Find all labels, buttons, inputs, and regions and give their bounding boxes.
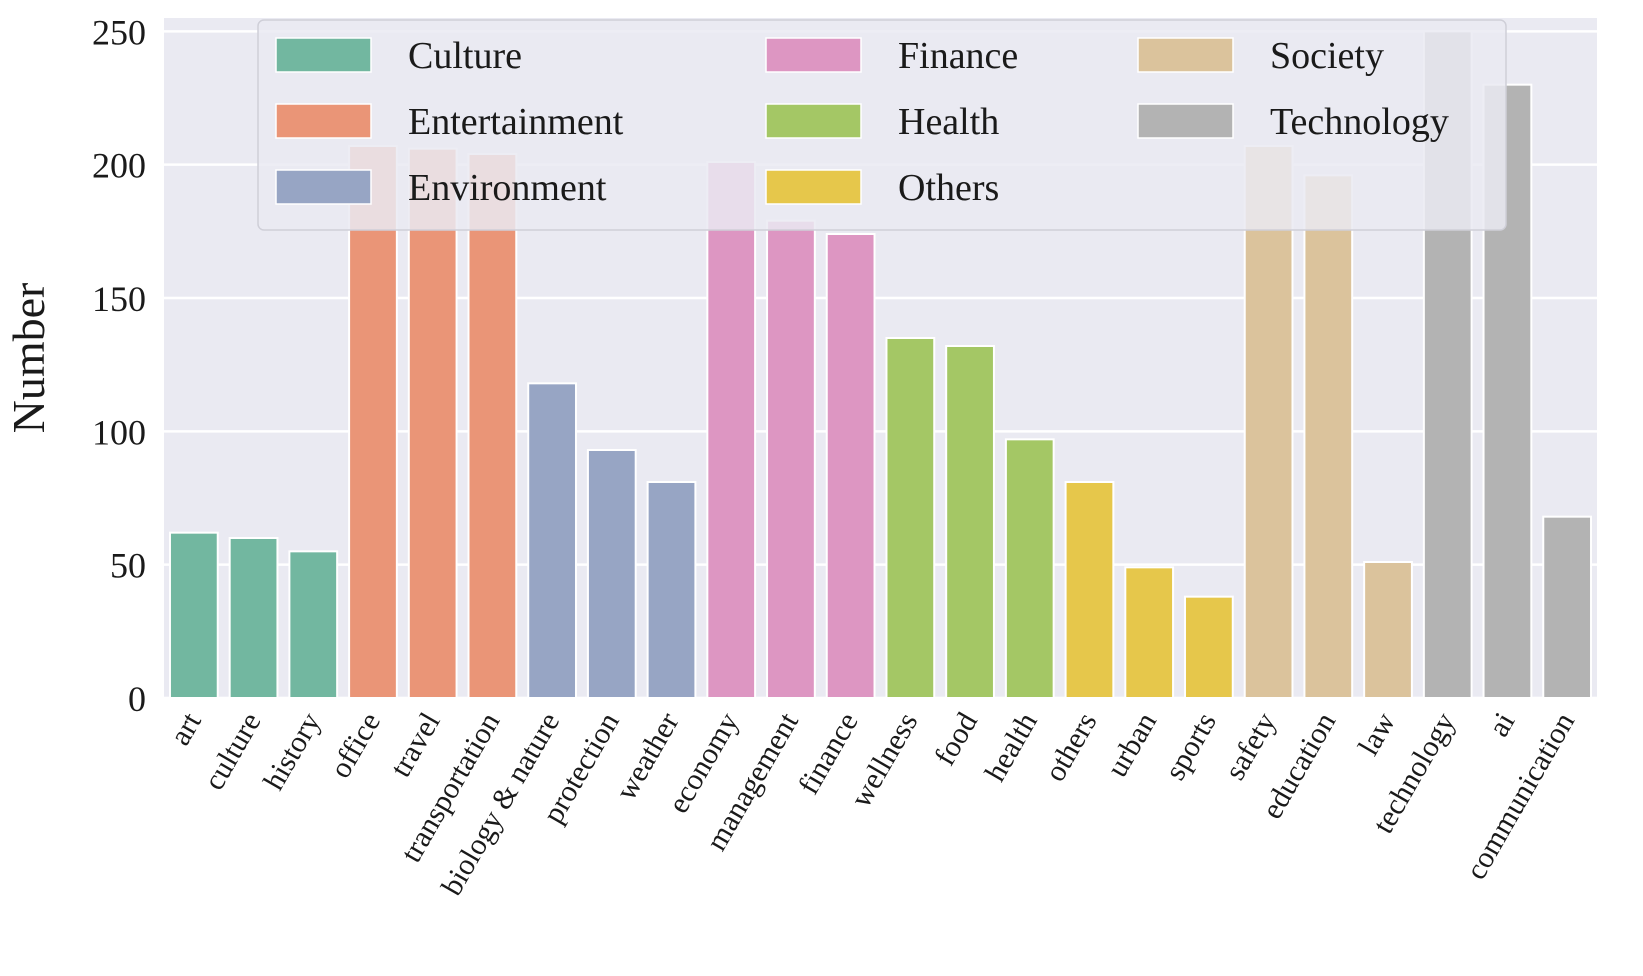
x-tick-label: urban [1101,707,1164,783]
x-tick-label: safety [1218,707,1282,786]
bar-others [1064,481,1115,699]
x-tick-label: communication [1459,707,1581,885]
x-tick-label: history [257,707,327,796]
bar-law [1363,561,1413,699]
legend-entry: Culture [408,35,522,77]
legend-swatch [765,37,862,73]
legend-swatch [1137,37,1234,73]
legend-entry: Others [898,167,999,209]
bar-economy [706,161,757,699]
bar-communication [1542,515,1593,700]
bar-weather [646,481,697,699]
x-axis-ticks: artculturehistoryofficetraveltransportat… [164,706,1582,901]
legend-entry: Technology [1270,101,1449,143]
bar-history [288,550,339,699]
bar-wellness [885,337,936,699]
bar-food [945,345,995,699]
bars [168,30,1593,700]
bar-sports [1184,595,1234,700]
legend-entry: Entertainment [408,101,624,143]
bar-safety [1243,145,1294,699]
legend-entry: Finance [898,35,1018,77]
legend-swatch [1137,103,1234,139]
x-tick-label: others [1038,707,1103,787]
bar-management [766,219,816,700]
bar-finance [825,233,876,699]
bar-office [348,145,398,699]
y-axis-ticks: 0 50 100 150 200 250 [92,12,146,719]
x-tick-label: culture [197,707,267,796]
legend-items: Culture Entertainment Environment Finance He… [275,35,1449,209]
bar-health [1004,438,1055,699]
y-tick-label: 250 [92,12,146,52]
x-tick-label: health [979,707,1044,787]
y-tick-label: 200 [92,146,146,186]
y-tick-label: 0 [128,679,146,719]
y-axis-label: Number [3,283,54,434]
x-tick-label: travel [384,707,447,783]
y-tick-label: 150 [92,279,146,319]
legend-swatch [275,37,372,73]
bar-protection [586,449,637,699]
bar-culture [228,537,279,699]
x-tick-label: ai [1482,707,1521,742]
y-tick-label: 50 [110,546,146,586]
bar-art [168,531,219,700]
bar-education [1303,174,1354,700]
legend-swatch [275,103,372,139]
x-tick-label: office [324,707,387,784]
y-tick-label: 100 [92,412,146,452]
legend-swatch [275,169,372,205]
x-tick-label: sports [1159,707,1223,786]
legend-swatch [765,169,862,205]
bar-urban [1124,566,1175,699]
legend-entry: Society [1270,35,1384,77]
legend-entry: Health [898,101,999,143]
legend-entry: Environment [408,167,607,209]
bar-transportation [467,153,518,699]
x-tick-label: food [928,707,984,771]
x-tick-label: law [1352,707,1402,761]
bar-travel [407,147,458,699]
legend: Culture Entertainment Environment Finance He… [257,19,1507,231]
legend-swatch [765,103,862,139]
bar-biology-nature [527,382,577,699]
x-tick-label: art [164,706,209,750]
